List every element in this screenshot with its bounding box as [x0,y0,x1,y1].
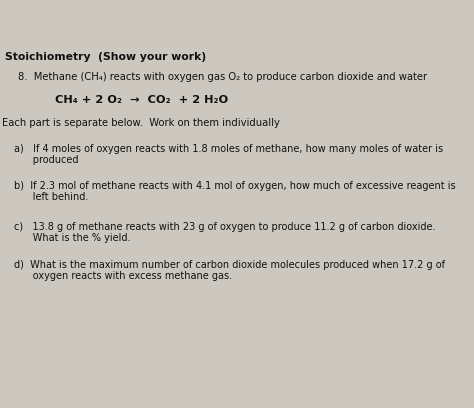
Text: Stoichiometry  (Show your work): Stoichiometry (Show your work) [5,52,206,62]
Text: a)   If 4 moles of oxygen reacts with 1.8 moles of methane, how many moles of wa: a) If 4 moles of oxygen reacts with 1.8 … [14,144,443,154]
Text: left behind.: left behind. [14,192,88,202]
Text: produced: produced [14,155,79,165]
Text: c)   13.8 g of methane reacts with 23 g of oxygen to produce 11.2 g of carbon di: c) 13.8 g of methane reacts with 23 g of… [14,222,436,232]
Text: What is the % yield.: What is the % yield. [14,233,130,243]
Text: CH₄ + 2 O₂  →  CO₂  + 2 H₂O: CH₄ + 2 O₂ → CO₂ + 2 H₂O [55,95,228,105]
Text: Each part is separate below.  Work on them individually: Each part is separate below. Work on the… [2,118,280,128]
Text: d)  What is the maximum number of carbon dioxide molecules produced when 17.2 g : d) What is the maximum number of carbon … [14,260,445,270]
Text: oxygen reacts with excess methane gas.: oxygen reacts with excess methane gas. [14,271,232,281]
Text: 8.  Methane (CH₄) reacts with oxygen gas O₂ to produce carbon dioxide and water: 8. Methane (CH₄) reacts with oxygen gas … [18,72,427,82]
Text: b)  If 2.3 mol of methane reacts with 4.1 mol of oxygen, how much of excessive r: b) If 2.3 mol of methane reacts with 4.1… [14,181,456,191]
